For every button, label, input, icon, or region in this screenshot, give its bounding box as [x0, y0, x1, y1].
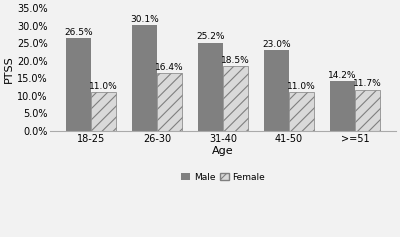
- Bar: [91, 92, 116, 131]
- Legend: Male, Female: Male, Female: [178, 169, 269, 185]
- Bar: [223, 66, 248, 131]
- Bar: [132, 25, 157, 131]
- Text: 18.5%: 18.5%: [221, 55, 250, 64]
- Y-axis label: PTSS: PTSS: [4, 56, 14, 83]
- Bar: [330, 81, 355, 131]
- Text: 25.2%: 25.2%: [196, 32, 225, 41]
- Bar: [157, 73, 182, 131]
- Text: 16.4%: 16.4%: [156, 63, 184, 72]
- Text: 11.0%: 11.0%: [89, 82, 118, 91]
- Text: 11.7%: 11.7%: [353, 79, 382, 88]
- Bar: [355, 90, 380, 131]
- Bar: [289, 92, 314, 131]
- Bar: [66, 38, 91, 131]
- Text: 14.2%: 14.2%: [328, 71, 357, 80]
- Text: 26.5%: 26.5%: [64, 27, 93, 36]
- Text: 23.0%: 23.0%: [262, 40, 291, 49]
- X-axis label: Age: Age: [212, 146, 234, 156]
- Bar: [198, 42, 223, 131]
- Text: 11.0%: 11.0%: [287, 82, 316, 91]
- Text: 30.1%: 30.1%: [130, 15, 159, 24]
- Bar: [264, 50, 289, 131]
